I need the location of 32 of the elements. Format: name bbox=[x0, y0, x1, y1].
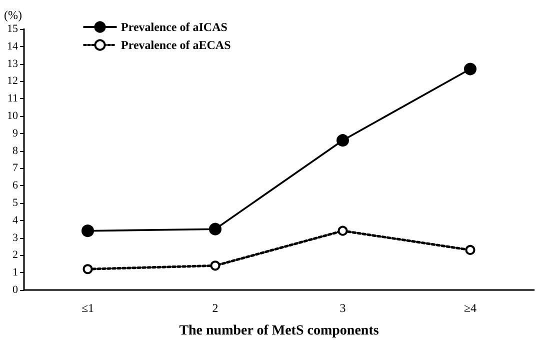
y-tick-label: 7 bbox=[12, 162, 18, 174]
y-tick-label: 14 bbox=[7, 40, 18, 52]
x-tick-label: ≥4 bbox=[464, 301, 477, 315]
legend-label: Prevalence of aECAS bbox=[121, 38, 232, 52]
y-tick-label: 6 bbox=[12, 180, 18, 192]
y-tick-label: 5 bbox=[12, 197, 18, 209]
y-tick-label: 4 bbox=[12, 214, 18, 226]
point bbox=[210, 260, 220, 271]
point bbox=[465, 244, 476, 255]
point bbox=[82, 224, 94, 238]
point bbox=[338, 226, 348, 236]
y-tick-label: 3 bbox=[12, 232, 18, 244]
y-tick-label: 12 bbox=[7, 75, 18, 88]
point bbox=[209, 222, 222, 236]
legend-label: Prevalence of aICAS bbox=[121, 20, 228, 34]
x-tick-label: 3 bbox=[340, 301, 346, 315]
x-tick-label: ≤1 bbox=[81, 301, 94, 315]
y-tick-label: 8 bbox=[12, 144, 18, 157]
y-tick-label: 10 bbox=[7, 110, 18, 122]
y-tick-label: 9 bbox=[12, 127, 18, 140]
point bbox=[336, 134, 349, 147]
y-tick-label: 1 bbox=[12, 266, 18, 279]
y-tick-label: 11 bbox=[7, 92, 18, 105]
point bbox=[82, 264, 93, 274]
y-tick-label: 2 bbox=[12, 249, 18, 262]
x-axis-title: The number of MetS components bbox=[179, 324, 380, 338]
y-tick-label: 0 bbox=[12, 284, 18, 296]
y-tick-label: 15 bbox=[7, 23, 18, 35]
y-tick-label: 13 bbox=[7, 58, 18, 70]
x-tick-label: 2 bbox=[212, 301, 218, 315]
point bbox=[464, 62, 476, 76]
y-axis-title: (%) bbox=[4, 8, 22, 22]
